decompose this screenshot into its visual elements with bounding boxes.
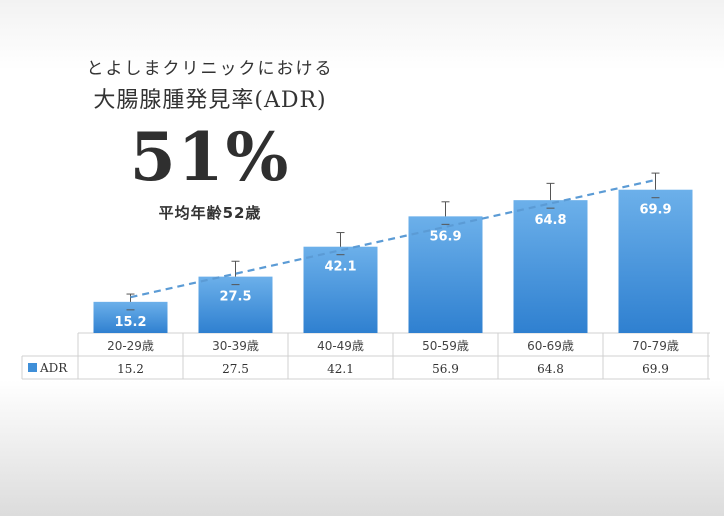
bar-data-label: 42.1 [324, 260, 356, 275]
category-label: 50-59歳 [422, 339, 469, 353]
bar [303, 246, 378, 333]
category-label: 40-49歳 [317, 339, 364, 353]
category-label: 30-39歳 [212, 339, 259, 353]
overall-adr-percent: 51% [129, 118, 291, 196]
table-value-cell: 27.5 [222, 362, 249, 376]
bar-data-label: 69.9 [639, 203, 671, 218]
table-value-cell: 42.1 [327, 362, 354, 376]
bar [513, 200, 588, 333]
table-value-cell: 15.2 [117, 362, 144, 376]
bar-data-label: 27.5 [219, 290, 251, 305]
category-label: 60-69歳 [527, 339, 574, 353]
table-value-cell: 56.9 [432, 362, 459, 376]
bar [93, 301, 168, 333]
category-label: 70-79歳 [632, 339, 679, 353]
bar [408, 216, 483, 333]
legend-swatch [28, 363, 37, 372]
clinic-name: とよしまクリニックにおける [86, 59, 334, 79]
bar [618, 189, 693, 333]
bar-data-label: 15.2 [114, 315, 146, 330]
legend-series-name: ADR [39, 361, 68, 375]
bar-data-label: 64.8 [534, 213, 566, 228]
trendline [130, 178, 656, 299]
table-value-cell: 64.8 [537, 362, 564, 376]
chart-title: 大腸腺腫発見率(ADR) [93, 88, 327, 113]
average-age-text: 平均年齢52歳 [158, 204, 262, 222]
bar [198, 276, 273, 333]
table-value-cell: 69.9 [642, 362, 669, 376]
bar-data-label: 56.9 [429, 229, 461, 244]
category-label: 20-29歳 [107, 339, 154, 353]
